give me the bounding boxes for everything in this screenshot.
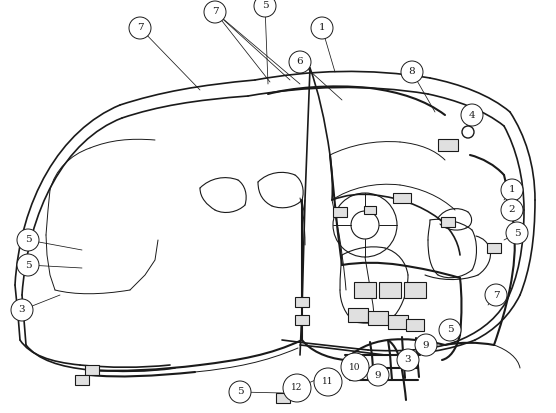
Text: 1: 1 bbox=[319, 24, 325, 33]
Circle shape bbox=[283, 374, 311, 402]
Circle shape bbox=[485, 284, 507, 306]
Bar bbox=[364, 206, 376, 214]
Text: 5: 5 bbox=[514, 228, 520, 237]
Circle shape bbox=[439, 319, 461, 341]
Circle shape bbox=[17, 229, 39, 251]
Text: 5: 5 bbox=[24, 261, 31, 270]
Text: 5: 5 bbox=[237, 387, 244, 396]
Text: 8: 8 bbox=[409, 67, 415, 76]
Circle shape bbox=[311, 17, 333, 39]
Text: 7: 7 bbox=[212, 7, 219, 17]
Bar bbox=[295, 315, 309, 325]
Bar bbox=[379, 282, 401, 298]
Circle shape bbox=[501, 179, 523, 201]
Text: 5: 5 bbox=[262, 2, 269, 10]
Text: 6: 6 bbox=[297, 57, 304, 66]
Bar bbox=[276, 393, 290, 403]
Circle shape bbox=[11, 299, 33, 321]
Circle shape bbox=[229, 381, 251, 403]
Text: 3: 3 bbox=[405, 356, 411, 365]
Text: 12: 12 bbox=[291, 384, 302, 392]
Text: 5: 5 bbox=[24, 235, 31, 244]
Bar bbox=[333, 207, 347, 217]
Circle shape bbox=[341, 353, 369, 381]
Circle shape bbox=[289, 51, 311, 73]
Circle shape bbox=[204, 1, 226, 23]
Circle shape bbox=[462, 126, 474, 138]
Circle shape bbox=[501, 199, 523, 221]
Circle shape bbox=[401, 61, 423, 83]
Text: 9: 9 bbox=[423, 340, 429, 349]
Bar bbox=[441, 217, 455, 227]
Bar bbox=[406, 319, 424, 331]
Text: 11: 11 bbox=[322, 377, 334, 387]
Text: 7: 7 bbox=[137, 24, 143, 33]
Bar bbox=[348, 308, 368, 322]
Text: 9: 9 bbox=[375, 370, 381, 380]
Bar bbox=[368, 311, 388, 325]
Circle shape bbox=[129, 17, 151, 39]
Text: 10: 10 bbox=[349, 363, 361, 372]
Bar bbox=[404, 282, 426, 298]
Bar bbox=[75, 375, 89, 385]
Circle shape bbox=[461, 104, 483, 126]
Circle shape bbox=[17, 254, 39, 276]
Text: 3: 3 bbox=[19, 306, 26, 315]
Bar bbox=[487, 243, 501, 253]
Circle shape bbox=[397, 349, 419, 371]
Bar bbox=[438, 139, 458, 151]
Bar bbox=[354, 282, 376, 298]
Circle shape bbox=[367, 364, 389, 386]
Text: 7: 7 bbox=[493, 290, 499, 299]
Circle shape bbox=[506, 222, 528, 244]
Text: 5: 5 bbox=[446, 325, 453, 335]
Circle shape bbox=[314, 368, 342, 396]
Circle shape bbox=[415, 334, 437, 356]
Bar bbox=[388, 315, 408, 329]
Text: 1: 1 bbox=[509, 185, 515, 195]
Bar bbox=[295, 297, 309, 307]
Bar bbox=[85, 365, 99, 375]
Text: 4: 4 bbox=[469, 111, 475, 119]
Text: 2: 2 bbox=[509, 206, 515, 214]
Circle shape bbox=[254, 0, 276, 17]
Bar bbox=[393, 193, 411, 203]
